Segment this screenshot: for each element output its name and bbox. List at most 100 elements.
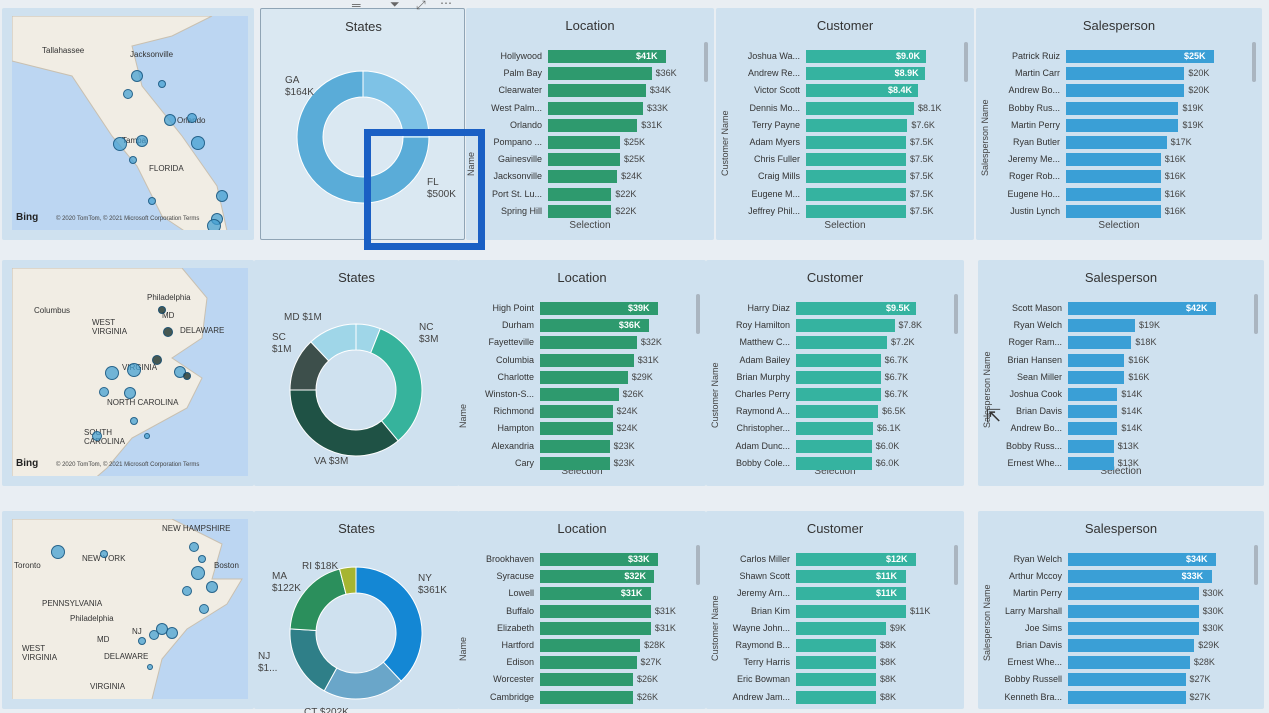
bar[interactable] [548,153,620,167]
salesperson-bar-chart[interactable]: Salesperson Salesperson Name Selection Scot… [978,260,1264,486]
map-bubble[interactable] [127,363,141,377]
bar[interactable] [540,302,658,315]
bar[interactable] [540,336,637,350]
map-bubble[interactable] [191,566,205,580]
bar[interactable] [1068,456,1114,470]
bar[interactable] [548,84,646,98]
states-donut-visual[interactable]: States MD $1M SC $1M VA $3M NC $3M [254,260,459,486]
bar[interactable] [806,136,906,149]
bar[interactable] [1068,690,1186,704]
focus-mode-icon[interactable]: ⤢ [416,0,426,12]
customer-bar-chart[interactable]: Customer Customer Name Carlos Miller $12K Sh… [706,511,964,709]
bar[interactable] [540,353,634,367]
bar[interactable] [540,656,637,670]
map-bubble[interactable] [164,114,176,126]
bar[interactable] [1068,553,1216,566]
bar[interactable] [540,456,610,470]
map-bubble[interactable] [138,637,146,645]
bar[interactable] [1066,170,1161,184]
filter-icon[interactable]: ⏷ [390,0,400,11]
map-bubble[interactable] [147,664,153,670]
donut-chart[interactable] [261,9,466,233]
bar[interactable] [796,639,876,652]
bar[interactable] [1068,388,1118,401]
map-bubble[interactable] [105,366,119,380]
salesperson-bar-chart[interactable]: Salesperson Salesperson Name Selection Patr… [976,8,1262,240]
location-bar-chart[interactable]: Location Name Selection High Point $39K Durha… [458,260,706,486]
bar[interactable] [1068,422,1118,436]
donut-chart[interactable] [254,511,459,701]
bar[interactable] [806,170,906,184]
map-bubble[interactable] [130,417,138,425]
map-bubble[interactable] [206,581,218,593]
donut-slice[interactable] [296,70,430,204]
scrollbar[interactable] [964,42,968,82]
map-visual[interactable]: Philadelphia Columbus WEST VIRGINIA MD DELAW… [2,260,254,486]
bar[interactable] [796,370,881,384]
bar[interactable] [796,456,872,470]
map-bubble[interactable] [189,542,199,552]
bar[interactable] [540,570,655,584]
donut-slice[interactable] [362,70,430,138]
customer-bar-chart[interactable]: Customer Customer Name Selection Joshua Wa.… [716,8,974,240]
bar[interactable] [806,153,906,167]
bar[interactable] [1068,570,1212,584]
bar[interactable] [796,336,887,350]
bar[interactable] [796,587,906,601]
bar[interactable] [796,604,906,618]
bar[interactable] [796,353,881,367]
bar[interactable] [548,136,620,149]
bar[interactable] [548,204,612,218]
map-canvas[interactable]: NEW HAMPSHIRE Toronto NEW YORK Boston PENNSY… [12,519,248,699]
bar[interactable] [796,621,886,635]
map-bubble[interactable] [100,550,108,558]
map-bubble[interactable] [182,586,192,596]
bar[interactable] [540,370,628,384]
location-bar-chart[interactable]: Location Name Brookhaven $33K Syracuse $32K Lo… [458,511,706,709]
bar[interactable] [796,319,895,333]
bar[interactable] [806,187,906,201]
bar[interactable] [1066,67,1185,81]
bar[interactable] [548,187,612,201]
map-bubble[interactable] [158,80,166,88]
bar[interactable] [796,388,881,401]
map-bubble[interactable] [198,555,206,563]
bar[interactable] [1068,353,1125,367]
scrollbar[interactable] [1254,545,1258,585]
bar[interactable] [796,439,872,453]
scrollbar[interactable] [1252,42,1256,82]
bar[interactable] [540,422,613,436]
bar[interactable] [540,439,610,453]
bar[interactable] [1068,587,1199,601]
bar[interactable] [1068,673,1186,687]
donut-slice[interactable] [289,389,399,457]
map-bubble[interactable] [99,387,109,397]
bar[interactable] [806,118,908,132]
bar[interactable] [806,67,925,81]
map-bubble[interactable] [136,135,148,147]
bar[interactable] [1066,84,1185,98]
bar[interactable] [1066,204,1161,218]
bar[interactable] [796,570,906,584]
map-bubble[interactable] [158,306,166,314]
bar[interactable] [1068,639,1195,652]
salesperson-bar-chart[interactable]: Salesperson Salesperson Name Ryan Welch $34… [978,511,1264,709]
map-bubble[interactable] [131,70,143,82]
bar[interactable] [1066,50,1214,63]
bar[interactable] [1066,136,1167,149]
bar[interactable] [1068,370,1125,384]
map-bubble[interactable] [113,137,127,151]
bar[interactable] [1066,101,1179,115]
map-bubble[interactable] [191,136,205,150]
map-bubble[interactable] [166,627,178,639]
bar[interactable] [548,118,638,132]
map-bubble[interactable] [183,372,191,380]
scrollbar[interactable] [954,545,958,585]
map-bubble[interactable] [148,197,156,205]
map-visual[interactable]: TallahasseeJacksonvilleOrlandoTampaFLORI… [2,8,254,240]
map-canvas[interactable]: TallahasseeJacksonvilleOrlandoTampaFLORI… [12,16,248,230]
bar[interactable] [540,319,649,333]
donut-chart[interactable] [254,260,459,478]
bar[interactable] [796,690,876,704]
bar[interactable] [548,101,643,115]
